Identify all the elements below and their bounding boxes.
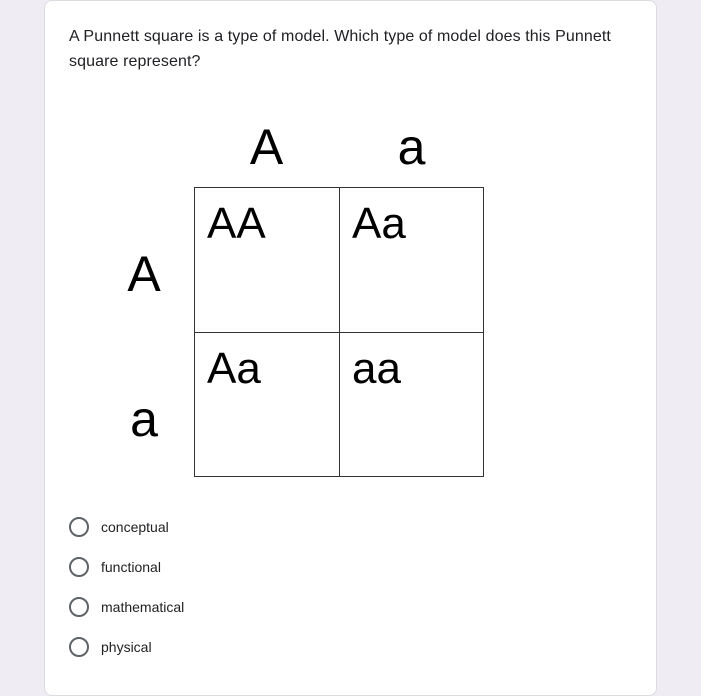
option-physical[interactable]: physical	[69, 627, 632, 667]
punnett-cell-1-0: Aa	[194, 332, 339, 477]
option-label: physical	[101, 639, 152, 655]
punnett-square: A a A AA Aa a Aa aa	[94, 107, 632, 477]
question-text: A Punnett square is a type of model. Whi…	[69, 25, 632, 75]
punnett-cell-0-1: Aa	[339, 187, 484, 332]
question-card: A Punnett square is a type of model. Whi…	[44, 0, 657, 696]
options-group: conceptual functional mathematical physi…	[69, 507, 632, 667]
option-label: conceptual	[101, 519, 169, 535]
radio-icon	[69, 557, 89, 577]
option-label: functional	[101, 559, 161, 575]
option-functional[interactable]: functional	[69, 547, 632, 587]
punnett-row-header-0: A	[94, 187, 194, 332]
punnett-cell-0-0: AA	[194, 187, 339, 332]
radio-icon	[69, 597, 89, 617]
option-conceptual[interactable]: conceptual	[69, 507, 632, 547]
punnett-cell-1-1: aa	[339, 332, 484, 477]
radio-icon	[69, 517, 89, 537]
option-mathematical[interactable]: mathematical	[69, 587, 632, 627]
punnett-col-header-0: A	[194, 107, 339, 187]
punnett-corner-empty	[94, 107, 194, 187]
punnett-row-header-1: a	[94, 332, 194, 477]
radio-icon	[69, 637, 89, 657]
option-label: mathematical	[101, 599, 184, 615]
punnett-col-header-1: a	[339, 107, 484, 187]
